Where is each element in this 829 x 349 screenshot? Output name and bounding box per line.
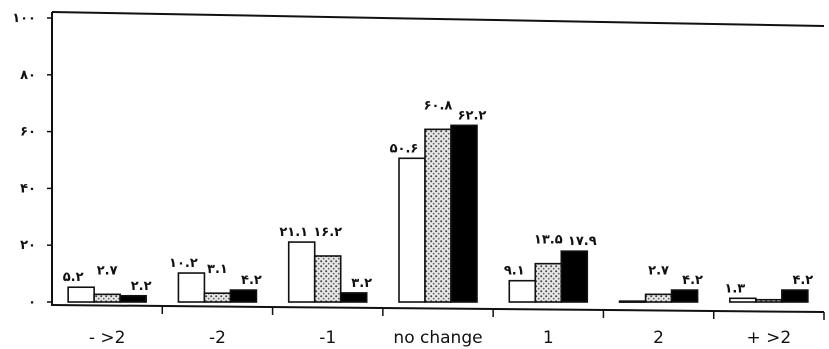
data-label: ۳.۱ xyxy=(207,262,228,277)
x-tick-label: no change xyxy=(393,328,482,348)
x-tick-label: - >2 xyxy=(89,328,126,348)
data-label: ۲.۷ xyxy=(97,263,118,278)
data-label: ۶۰.۸ xyxy=(424,98,453,113)
bar xyxy=(618,300,647,303)
top-axis-line xyxy=(51,11,825,27)
bar xyxy=(67,286,95,303)
y-tick-label: ۲۰ xyxy=(20,238,36,253)
bar xyxy=(755,298,783,303)
x-tick-label: 1 xyxy=(543,328,554,348)
data-label: ۵۰.۶ xyxy=(390,141,419,156)
bar xyxy=(644,293,673,303)
y-tick-label: ۰ xyxy=(28,295,36,310)
x-tick-label: 2 xyxy=(653,328,664,348)
data-label: ۲.۷ xyxy=(648,263,669,278)
data-labels-group: ۵.۲ ۲.۷ ۲.۲ ۱۰.۲ ۳.۱ ۴.۲ ۲۱.۱ ۱۶.۲ ۳.۲ ۵۰.۶ ۶۰.۸ ۶۲… xyxy=(63,98,814,296)
x-tick-label: -2 xyxy=(209,328,226,348)
x-axis-line xyxy=(51,304,825,313)
bar xyxy=(450,124,478,303)
data-label: ۶۲.۲ xyxy=(458,108,487,123)
data-label: ۴.۲ xyxy=(682,273,703,288)
data-label: ۱.۳ xyxy=(724,281,745,296)
data-label: ۳.۲ xyxy=(351,276,372,291)
x-tick-label: -1 xyxy=(319,328,336,348)
bar xyxy=(508,279,537,303)
bar xyxy=(534,262,563,303)
y-tick-label: ۱۰۰ xyxy=(12,11,36,26)
data-label: ۱۳.۵ xyxy=(534,233,563,248)
y-tick-label: ۸۰ xyxy=(20,68,36,83)
data-label: ۵.۲ xyxy=(63,270,84,285)
data-label: ۱۶.۲ xyxy=(313,225,342,240)
bar xyxy=(729,297,757,303)
data-label: ۹.۱ xyxy=(504,264,525,279)
bar xyxy=(93,293,121,303)
bar xyxy=(560,250,589,303)
y-tick-label: ۴۰ xyxy=(20,181,36,196)
bar xyxy=(424,128,452,303)
bar xyxy=(398,157,426,303)
bar xyxy=(177,272,206,303)
y-tick-label: ۶۰ xyxy=(20,125,36,140)
data-label: ۴.۲ xyxy=(241,273,262,288)
bar xyxy=(670,289,699,303)
chart-axes: ۰ ۲۰ ۴۰ ۶۰ ۸۰ ۱۰۰ - >2 -2 -1 no change 1 2 + >2 xyxy=(12,11,825,348)
data-label: ۱۰.۲ xyxy=(169,256,198,271)
bar xyxy=(119,294,147,303)
data-label: ۱۷.۹ xyxy=(568,234,597,249)
data-label: ۲.۲ xyxy=(131,279,152,294)
bar xyxy=(313,255,342,303)
data-label: ۲۱.۱ xyxy=(279,225,308,240)
bars-group xyxy=(67,124,809,303)
bar xyxy=(339,292,368,303)
x-tick-label: + >2 xyxy=(746,328,791,348)
data-label: ۴.۲ xyxy=(792,273,813,288)
bar xyxy=(287,241,316,303)
bar xyxy=(781,289,809,303)
bar xyxy=(203,292,232,303)
bar xyxy=(229,289,258,303)
